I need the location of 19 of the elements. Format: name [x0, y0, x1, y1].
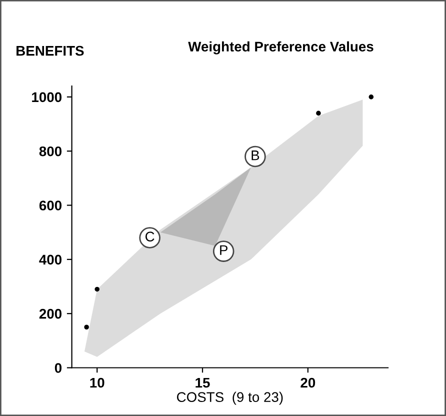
y-tick-label: 600 [39, 200, 62, 210]
x-tick-label: 15 [196, 378, 210, 388]
annotation: P [220, 245, 228, 255]
x-axis-title: COSTS (9 to 23) [176, 392, 283, 405]
y-tick-label: 400 [39, 254, 62, 265]
x-tick-label: 10 [90, 378, 104, 388]
annotation: C [145, 232, 154, 242]
point [368, 94, 374, 100]
chart-title: Weighted Preference Values [188, 41, 374, 54]
y-tick-label: 200 [39, 308, 62, 319]
annotation: B [252, 150, 260, 160]
point [94, 286, 100, 292]
y-tick-label: 0 [54, 363, 62, 373]
point [316, 110, 321, 116]
y-tick-label: 800 [39, 146, 62, 156]
x-tick-label: 20 [300, 378, 316, 388]
y-tick-label: 1000 [32, 92, 62, 102]
point [84, 324, 89, 330]
y-axis-title: BENEFITS [16, 46, 84, 56]
